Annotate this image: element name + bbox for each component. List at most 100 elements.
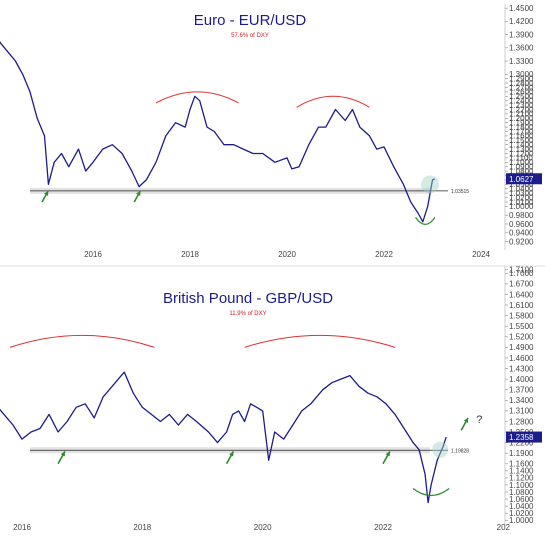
x-tick-label: 2020 xyxy=(278,250,296,259)
y-tick-label: 1.0400 xyxy=(509,502,534,511)
y-tick-label: 1.2200 xyxy=(509,438,534,447)
y-tick-label: 1.1500 xyxy=(509,136,534,145)
eurusd-title: Euro - EUR/USD xyxy=(194,12,307,29)
y-tick-label: 1.1900 xyxy=(509,449,534,458)
y-tick-label: 1.6400 xyxy=(509,290,534,299)
y-tick-label: 1.0300 xyxy=(509,189,534,198)
y-tick-label: 1.6700 xyxy=(509,280,534,289)
eurusd-arrow-2015 xyxy=(41,190,49,203)
y-tick-label: 1.0600 xyxy=(509,495,534,504)
y-tick-label: 1.2800 xyxy=(509,417,534,426)
y-tick-label: 1.4600 xyxy=(509,354,534,363)
y-tick-label: 1.4300 xyxy=(509,364,534,373)
y-tick-label: 1.1400 xyxy=(509,141,534,150)
gbpusd-subtitle: 11.9% of DXY xyxy=(229,311,266,317)
y-tick-label: 1.1000 xyxy=(509,158,534,167)
gbpusd-support-label: 1.19828 xyxy=(451,448,469,454)
y-tick-label: 1.0800 xyxy=(509,167,534,176)
y-tick-label: 1.1600 xyxy=(509,460,534,469)
gbpusd-bottom-arc xyxy=(412,488,450,497)
y-tick-label: 1.0500 xyxy=(509,180,534,189)
eurusd-subtitle: 57.6% of DXY xyxy=(231,33,269,39)
y-tick-label: 1.2800 xyxy=(509,79,534,88)
x-tick-label: 2024 xyxy=(472,250,490,259)
y-tick-label: 1.1300 xyxy=(509,145,534,154)
y-tick-label: 1.2900 xyxy=(509,74,534,83)
gbpusd-chart: British Pound - GBP/USD 11.9% of DXY 1.7… xyxy=(0,266,542,532)
y-tick-label: 1.3900 xyxy=(509,30,534,39)
eurusd-arrow-2017 xyxy=(133,190,141,203)
eurusd-chart: Euro - EUR/USD 57.6% of DXY 1.4500 1.4200… xyxy=(0,4,542,259)
y-tick-label: 1.2000 xyxy=(509,114,534,123)
y-tick-label: 1.1100 xyxy=(509,154,533,163)
y-tick-label: 1.0400 xyxy=(509,185,534,194)
y-tick-label: 1.7000 xyxy=(509,269,534,278)
y-tick-label: 1.1700 xyxy=(509,127,534,136)
x-tick-label: 2022 xyxy=(375,250,393,259)
eurusd-last-value: 1.0627 xyxy=(509,175,534,184)
y-tick-label: 0.9400 xyxy=(509,229,534,238)
y-tick-label: 1.0800 xyxy=(509,488,534,497)
y-tick-label: 1.1400 xyxy=(509,467,534,476)
y-tick-label: 0.9200 xyxy=(509,237,534,246)
gbpusd-question-mark: ? xyxy=(476,414,482,426)
y-tick-label: 1.1900 xyxy=(509,118,534,127)
gbpusd-recent-highlight xyxy=(432,441,449,458)
eurusd-x-axis: 420162018202020222024 xyxy=(84,250,490,259)
eurusd-support-label: 1.03515 xyxy=(451,189,469,195)
gbpusd-top-arc-2021 xyxy=(244,334,396,348)
gbpusd-arrow-2022 xyxy=(382,451,391,465)
y-tick-label: 1.2400 xyxy=(509,96,534,105)
y-tick-label: 1.2700 xyxy=(509,83,534,92)
y-tick-label: 0.9800 xyxy=(509,211,534,220)
gbpusd-top-arc-2017 xyxy=(9,334,155,348)
x-tick-label: 2016 xyxy=(13,523,31,532)
y-tick-label: 1.5500 xyxy=(509,322,534,331)
y-tick-label: 1.4900 xyxy=(509,343,534,352)
eurusd-last-value-tag: 1.0627 xyxy=(506,173,542,185)
y-tick-label: 1.0200 xyxy=(509,193,534,202)
y-tick-label: 1.5800 xyxy=(509,311,534,320)
eurusd-y-axis: 1.4500 1.4200 1.3900 1.3600 1.3300 1.30001.29… xyxy=(504,4,534,250)
y-tick-label: 1.3100 xyxy=(509,407,534,416)
eurusd-recent-highlight xyxy=(421,175,440,194)
y-tick-label: 1.0900 xyxy=(509,163,534,172)
y-tick-label: 1.2600 xyxy=(509,88,534,97)
y-tick-label: 1.3300 xyxy=(509,57,534,66)
y-tick-label: 1.0100 xyxy=(509,198,534,207)
y-tick-label: 1.4200 xyxy=(509,17,534,26)
gbpusd-title: British Pound - GBP/USD xyxy=(163,290,333,307)
y-tick-label: 1.1200 xyxy=(509,474,534,483)
eurusd-price-line xyxy=(0,40,436,223)
gbpusd-price-line xyxy=(0,371,447,504)
y-tick-label: 1.0000 xyxy=(509,516,534,525)
y-tick-label: 1.1200 xyxy=(509,149,534,158)
gbpusd-last-value: 1.2358 xyxy=(509,433,534,442)
y-tick-label: 1.2200 xyxy=(509,105,534,114)
y-tick-label: 1.3600 xyxy=(509,44,534,53)
y-tick-label: 1.3000 xyxy=(509,70,534,79)
y-tick-label: 1.3400 xyxy=(509,396,534,405)
y-tick-label: 1.7100 xyxy=(509,266,534,275)
gbpusd-last-value-tag: 1.2358 xyxy=(506,431,542,443)
y-tick-label: 1.6100 xyxy=(509,301,534,310)
y-tick-label: 1.2500 xyxy=(509,92,534,101)
y-tick-label: 1.0000 xyxy=(509,202,534,211)
x-tick-label: 2018 xyxy=(181,250,199,259)
y-tick-label: 0.9600 xyxy=(509,220,534,229)
gbpusd-x-axis: 2016 2018 2020 2022 202 xyxy=(13,523,510,532)
x-tick-label: 202 xyxy=(497,523,511,532)
x-tick-label: 2022 xyxy=(374,523,392,532)
y-tick-label: 1.2100 xyxy=(509,110,534,119)
eurusd-top-arc-2021 xyxy=(296,95,370,108)
y-tick-label: 1.2300 xyxy=(509,101,534,110)
y-tick-label: 1.0200 xyxy=(509,509,534,518)
x-tick-label: 2018 xyxy=(133,523,151,532)
eurusd-top-arc-2018 xyxy=(155,91,239,104)
gbpusd-arrow-next xyxy=(460,417,469,431)
y-tick-label: 1.1800 xyxy=(509,123,534,132)
x-tick-label: 2016 xyxy=(84,250,102,259)
y-tick-label: 1.1600 xyxy=(509,132,534,141)
